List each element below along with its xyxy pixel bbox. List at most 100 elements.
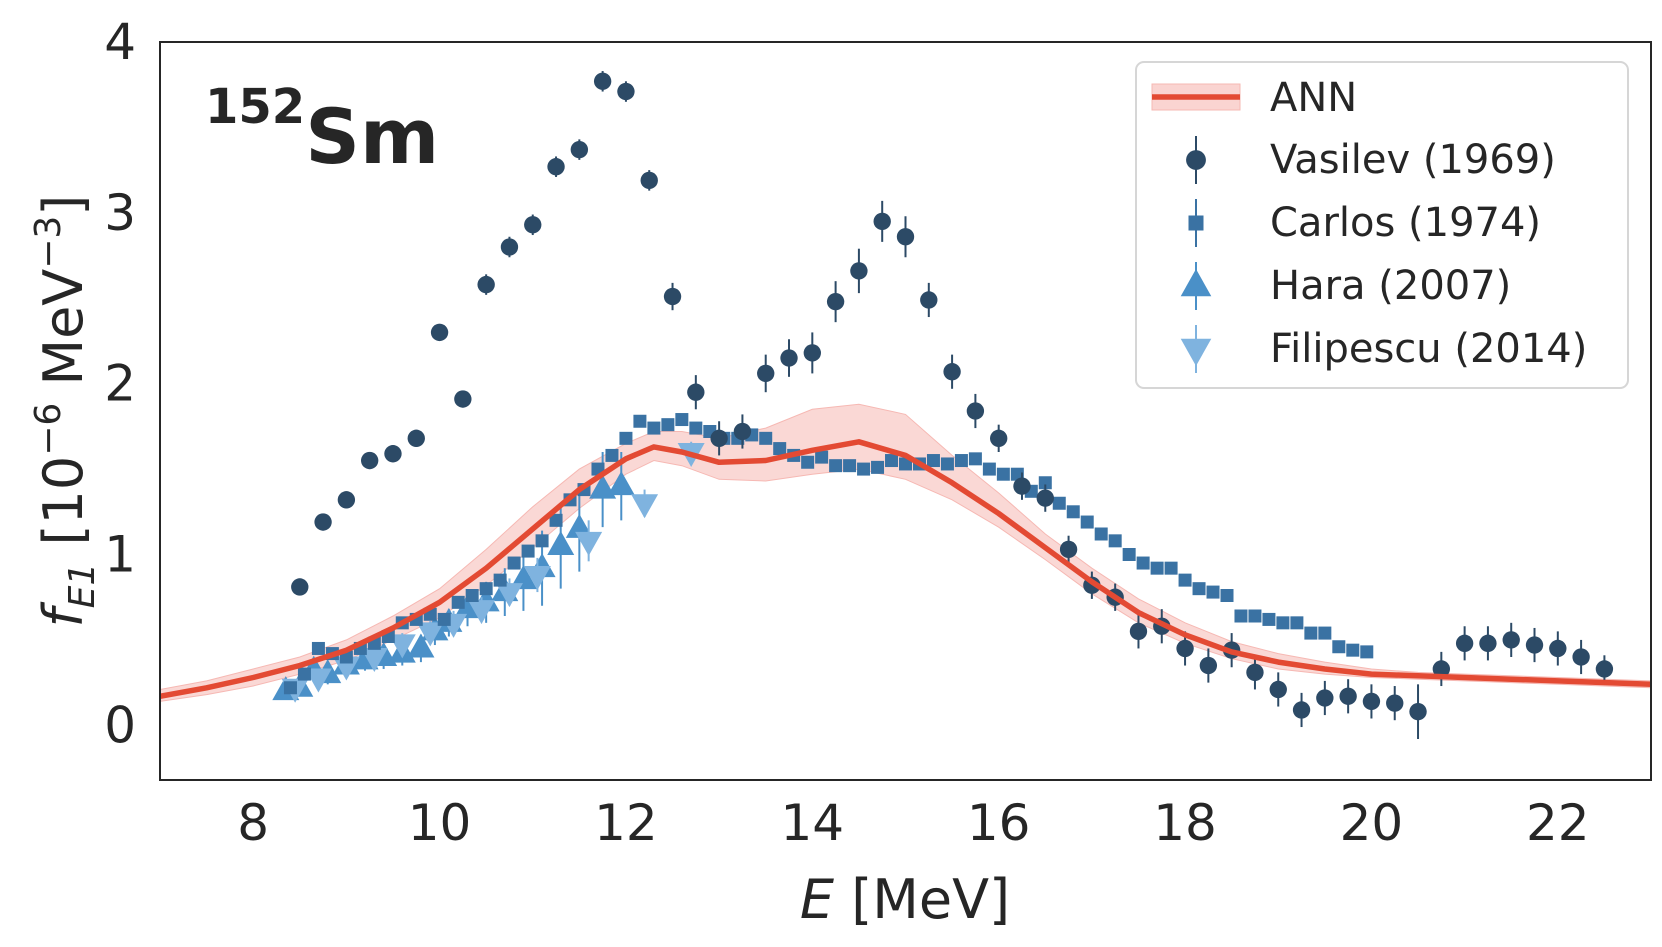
vasilev-point — [593, 72, 612, 90]
vasilev-point — [1176, 639, 1194, 658]
plot-frame — [159, 41, 1652, 781]
vasilev-point — [966, 402, 985, 420]
vasilev-point — [1549, 639, 1567, 658]
carlos-point — [1094, 527, 1108, 541]
filipescu-point — [360, 648, 388, 672]
vasilev-point — [1479, 634, 1497, 653]
filipescu-point — [304, 668, 332, 693]
vasilev-point — [1269, 680, 1287, 699]
y-tick-label: 3 — [104, 184, 136, 242]
x-tick-label: 8 — [237, 794, 269, 852]
filipescu-point — [388, 634, 416, 659]
vasilev-point — [1386, 694, 1404, 712]
carlos-point — [926, 454, 940, 468]
vasilev-point — [1316, 689, 1334, 707]
vasilev-point — [1059, 540, 1078, 559]
filipescu-point — [631, 494, 659, 519]
x-axis-label-unit: [MeV] — [834, 868, 1010, 931]
vasilev-point — [1455, 634, 1474, 653]
y-tick-label: 1 — [104, 526, 136, 584]
y-axis-label-mid: MeV — [32, 269, 95, 403]
vasilev-point — [1362, 692, 1381, 711]
filipescu-point — [416, 622, 444, 647]
carlos-point — [1262, 612, 1276, 626]
vasilev-point — [1432, 660, 1451, 678]
x-tick-label: 10 — [408, 794, 472, 852]
vasilev-point — [990, 429, 1008, 448]
filipescu-point — [495, 583, 523, 608]
vasilev-point — [547, 158, 565, 176]
carlos-point — [507, 556, 521, 570]
vasilev-point — [1595, 660, 1614, 678]
carlos-point — [647, 421, 661, 435]
vasilev-point — [384, 445, 402, 463]
carlos-point — [1052, 496, 1066, 510]
vasilev-point — [1013, 477, 1031, 495]
y-axis-label: fE1 [10−6 MeV−3] — [28, 195, 103, 628]
carlos-point — [1290, 616, 1304, 630]
carlos-point — [1150, 561, 1164, 575]
carlos-point — [549, 513, 563, 527]
legend-handle-carlos — [1188, 215, 1204, 231]
carlos-point — [1136, 556, 1150, 570]
vasilev-point — [687, 383, 705, 401]
plot-area — [160, 71, 1651, 739]
carlos-point — [479, 582, 493, 596]
carlos-point — [1010, 467, 1024, 481]
legend-label-carlos: Carlos (1974) — [1270, 200, 1541, 246]
hara-point — [454, 594, 482, 619]
legend-label-filipescu: Filipescu (2014) — [1270, 326, 1587, 372]
legend-label-vasilev: Vasilev (1969) — [1270, 137, 1556, 183]
legend: ANN Vasilev (1969) Carlos (1974) Hara (2… — [1135, 61, 1629, 389]
carlos-point — [311, 641, 325, 655]
vasilev-point — [943, 363, 961, 381]
vasilev-point — [1199, 656, 1218, 675]
carlos-point — [1192, 582, 1206, 596]
carlos-point — [1276, 616, 1290, 630]
vasilev-point — [803, 344, 821, 362]
vasilev-point — [663, 287, 682, 306]
carlos-point — [1038, 476, 1052, 490]
carlos-point — [1234, 609, 1248, 623]
vasilev-point — [314, 513, 332, 531]
vasilev-point — [617, 82, 635, 101]
vasilev-point — [407, 429, 425, 448]
carlos-point — [843, 459, 857, 473]
vasilev-point — [920, 291, 938, 309]
carlos-point — [1318, 626, 1332, 640]
legend-label-hara: Hara (2007) — [1270, 263, 1511, 309]
vasilev-point — [430, 323, 449, 342]
carlos-point — [297, 667, 311, 681]
x-tick-label: 14 — [781, 794, 845, 852]
legend-box — [1135, 61, 1629, 389]
vasilev-point — [1525, 636, 1544, 654]
carlos-point — [437, 612, 451, 626]
carlos-point — [619, 431, 633, 445]
isotope-label: 152Sm — [205, 79, 439, 181]
vasilev-point — [1129, 622, 1148, 641]
carlos-point — [675, 413, 689, 427]
filipescu-point — [467, 600, 495, 625]
vasilev-point — [850, 262, 868, 280]
vasilev-point — [896, 228, 915, 246]
series-filipescu — [281, 441, 705, 703]
y-axis-label-exp: −6 — [28, 403, 69, 456]
x-axis-ticks: 8 10 12 14 16 18 20 22 — [237, 794, 1589, 852]
carlos-point — [1248, 609, 1262, 623]
vasilev-point — [826, 292, 845, 311]
carlos-point — [1206, 585, 1220, 599]
carlos-point — [996, 467, 1010, 481]
carlos-point — [451, 595, 465, 609]
filipescu-point — [332, 656, 360, 681]
y-axis-label-exp2: −3 — [28, 216, 69, 269]
legend-label-ann: ANN — [1270, 75, 1357, 121]
isotope-element: Sm — [305, 92, 439, 181]
vasilev-point — [1572, 648, 1590, 666]
x-tick-label: 20 — [1340, 794, 1404, 852]
x-tick-label: 16 — [967, 794, 1031, 852]
carlos-point — [1304, 626, 1318, 640]
carlos-point — [940, 457, 954, 471]
hara-point — [547, 530, 575, 555]
carlos-point — [1122, 548, 1136, 561]
vasilev-point — [337, 491, 356, 509]
